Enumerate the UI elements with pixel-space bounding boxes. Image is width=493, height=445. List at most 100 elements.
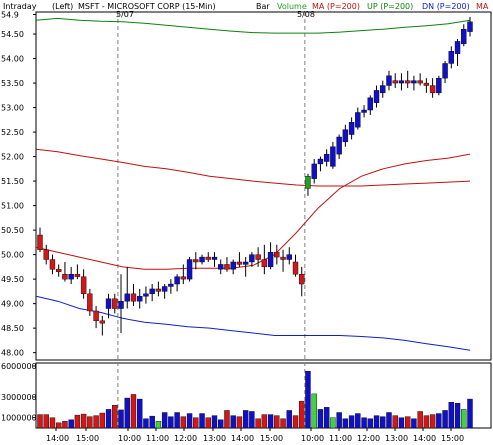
- volume-bar: [429, 414, 436, 429]
- symbol-title: MSFT - MICROSOFT CORP (15-Min): [78, 2, 216, 11]
- volume-tick-label: 3000000: [1, 393, 37, 402]
- volume-bar: [137, 398, 143, 429]
- price-bar-body: [218, 264, 224, 270]
- volume-bar: [180, 416, 187, 429]
- time-tick-label: 10:00: [301, 434, 324, 443]
- price-bar-body: [398, 80, 405, 84]
- time-tick-label: 15:00: [76, 434, 99, 443]
- volume-bar: [380, 416, 386, 429]
- volume-bar: [361, 417, 367, 429]
- price-bar-body: [43, 249, 49, 260]
- volume-bar: [186, 413, 193, 429]
- date-marker-2: 5/08: [297, 10, 315, 19]
- price-bar-body: [205, 256, 211, 260]
- price-bar-body: [330, 146, 336, 167]
- price-bar-body: [317, 158, 324, 165]
- volume-bar: [311, 393, 317, 429]
- time-tick-label: 15:00: [260, 434, 283, 443]
- session-separators: [117, 12, 306, 428]
- price-bars: [37, 16, 473, 336]
- volume-bar: [105, 409, 112, 429]
- volume-bar: [87, 416, 93, 429]
- volume-bar: [43, 414, 49, 429]
- price-bar-body: [199, 256, 205, 263]
- volume-bar: [348, 415, 355, 429]
- volume-bar: [68, 419, 74, 429]
- volume-bar: [373, 415, 380, 429]
- dn-legend: DN (P=200): [422, 2, 470, 11]
- time-tick-label: 14:00: [231, 434, 254, 443]
- price-tick-label: 51.00: [1, 202, 24, 211]
- volume-bar: [261, 414, 268, 429]
- price-bar-body: [442, 63, 448, 79]
- price-tick-label: 51.50: [1, 177, 24, 186]
- price-bar-body: [467, 21, 473, 32]
- price-bar-body: [37, 234, 43, 250]
- price-bar-body: [461, 28, 467, 45]
- time-tick-label: 15:00: [441, 434, 464, 443]
- price-bar-body: [118, 300, 124, 309]
- volume-bar: [274, 415, 280, 429]
- volume-bar: [398, 417, 405, 429]
- volume-bar: [286, 410, 292, 429]
- price-pane-frame: [35, 11, 492, 361]
- volume-bar: [305, 370, 311, 429]
- price-bar-body: [367, 97, 373, 111]
- price-bar-body: [68, 274, 74, 280]
- price-bar-body: [180, 276, 187, 280]
- price-bar-body: [436, 77, 442, 94]
- volume-bar: [230, 415, 236, 429]
- price-bar-body: [448, 51, 455, 64]
- price-bar-body: [392, 80, 398, 84]
- time-tick-label: 14:00: [46, 434, 69, 443]
- price-bar-body: [286, 254, 292, 260]
- price-tick-label: 54.9: [1, 10, 19, 19]
- volume-bar: [224, 410, 230, 429]
- volume-bar: [174, 412, 180, 429]
- price-bar-body: [224, 264, 230, 270]
- price-bar-body: [55, 269, 62, 272]
- volume-bar: [442, 410, 448, 429]
- price-bar-body: [143, 293, 149, 297]
- volume-bar: [454, 403, 461, 429]
- volume-bar: [168, 416, 174, 429]
- volume-bar: [242, 410, 249, 429]
- volume-bar: [392, 415, 398, 429]
- price-bar-body: [348, 122, 355, 135]
- time-tick-label: 13:00: [203, 434, 226, 443]
- price-bar-body: [149, 288, 155, 295]
- volume-bar: [236, 416, 243, 429]
- volume-bar: [118, 409, 124, 429]
- volume-bar: [411, 418, 417, 429]
- price-bar-body: [373, 90, 380, 103]
- volume-bar: [336, 412, 342, 429]
- price-bar-body: [87, 293, 93, 312]
- price-bar-body: [255, 254, 261, 260]
- volume-bar: [461, 409, 467, 429]
- price-bar-body: [93, 310, 99, 321]
- price-tick-label: 49.50: [1, 275, 24, 284]
- time-tick-label: 11:00: [146, 434, 169, 443]
- volume-bar: [161, 412, 168, 429]
- volume-bar: [193, 417, 199, 429]
- price-bar-body: [261, 259, 268, 268]
- price-bar-body: [361, 109, 367, 113]
- volume-bar: [355, 413, 361, 429]
- price-bar-body: [174, 276, 180, 285]
- volume-bar: [367, 418, 373, 429]
- price-bar-body: [168, 283, 174, 287]
- price-tick-label: 52.00: [1, 153, 24, 162]
- volume-bar: [93, 415, 99, 429]
- volume-tick-label: 1000000: [1, 414, 37, 423]
- price-bar-body: [404, 80, 411, 84]
- volume-bar: [74, 414, 81, 429]
- volume-bars: [37, 370, 473, 429]
- price-bar-body: [342, 129, 349, 143]
- volume-tick-label: 6000000: [1, 362, 37, 371]
- volume-y-axis: 6000000 3000000 1000000: [1, 362, 37, 423]
- volume-bar: [317, 409, 324, 429]
- volume-bar: [112, 405, 118, 429]
- price-bar-body: [155, 288, 162, 292]
- volume-bar: [404, 416, 411, 429]
